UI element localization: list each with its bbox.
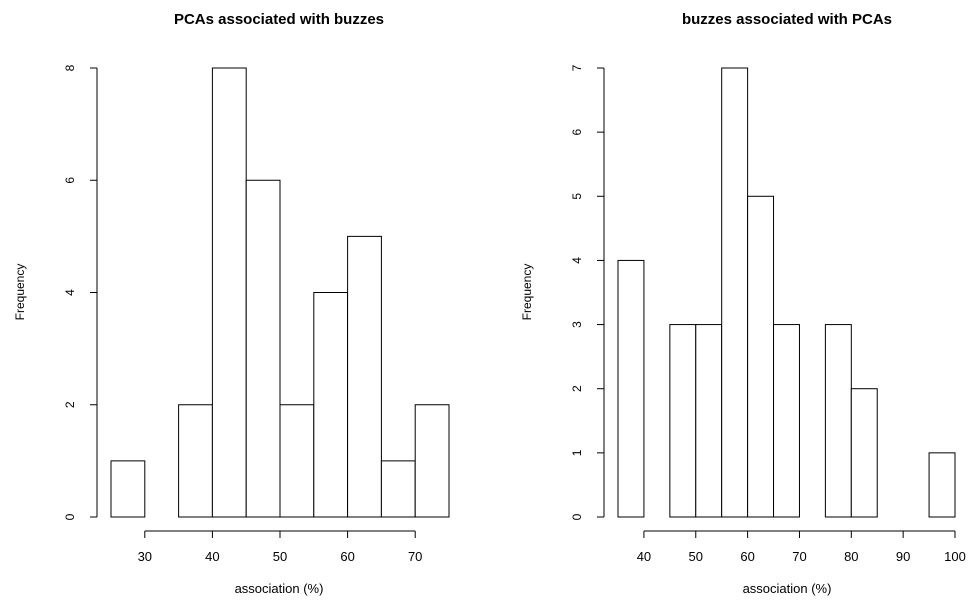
histogram-bar [380,460,416,518]
histogram-bar [695,324,723,518]
y-tick-label: 6 [63,177,77,184]
histogram-bar [347,235,382,518]
x-tick-label: 80 [844,549,858,564]
y-tick-label: 7 [570,64,584,71]
x-axis-label: association (%) [743,581,832,596]
x-tick-label: 30 [138,549,152,564]
panel-right: buzzes associated with PCAs association … [520,11,966,596]
bars-group [617,67,956,518]
histogram-bar [824,324,852,518]
x-tick-label: 100 [944,549,966,564]
y-axis-label: Frequency [13,264,27,321]
histogram-bar [669,324,697,518]
y-tick-label: 6 [570,128,584,135]
y-tick-label: 5 [570,193,584,200]
y-tick-label: 4 [63,289,77,296]
histogram-bar [850,388,878,518]
y-axis: 0 2 4 6 8 [63,64,98,520]
x-tick-label: 60 [340,549,354,564]
y-axis-label: Frequency [520,264,534,321]
chart-title: buzzes associated with PCAs [682,11,892,28]
y-tick-label: 0 [570,513,584,520]
histogram-bar [178,404,213,518]
x-tick-label: 60 [740,549,754,564]
x-tick-label: 70 [408,549,422,564]
histogram-bar [928,452,956,518]
y-tick-label: 2 [570,385,584,392]
y-tick-label: 0 [63,513,77,520]
x-axis-label: association (%) [235,581,324,596]
y-tick-label: 4 [570,257,584,264]
bars-group [110,67,450,518]
x-tick-label: 50 [689,549,703,564]
panel-left: PCAs associated with buzzes association … [13,11,450,596]
x-tick-label: 40 [637,549,651,564]
histogram-bar [721,67,749,518]
histogram-bar [773,324,800,518]
y-tick-label: 2 [63,401,77,408]
histogram-bar [279,404,315,518]
histogram-bar [414,404,450,518]
histogram-bar [747,195,775,518]
histogram-bar [313,292,349,518]
x-axis: 30 40 50 60 70 [138,530,422,564]
y-axis: 0 1 2 3 4 5 6 7 [570,64,605,520]
x-tick-label: 90 [896,549,910,564]
histogram-bar [110,460,146,518]
y-tick-label: 1 [570,449,584,456]
histogram-bar [211,67,247,518]
x-tick-label: 40 [205,549,219,564]
x-axis: 40 50 60 70 80 90 100 [637,530,966,564]
histogram-bar [245,179,281,518]
y-tick-label: 8 [63,64,77,71]
x-tick-label: 50 [273,549,287,564]
x-tick-label: 70 [792,549,806,564]
y-tick-label: 3 [570,321,584,328]
histogram-bar [617,259,645,518]
chart-title: PCAs associated with buzzes [174,11,384,28]
